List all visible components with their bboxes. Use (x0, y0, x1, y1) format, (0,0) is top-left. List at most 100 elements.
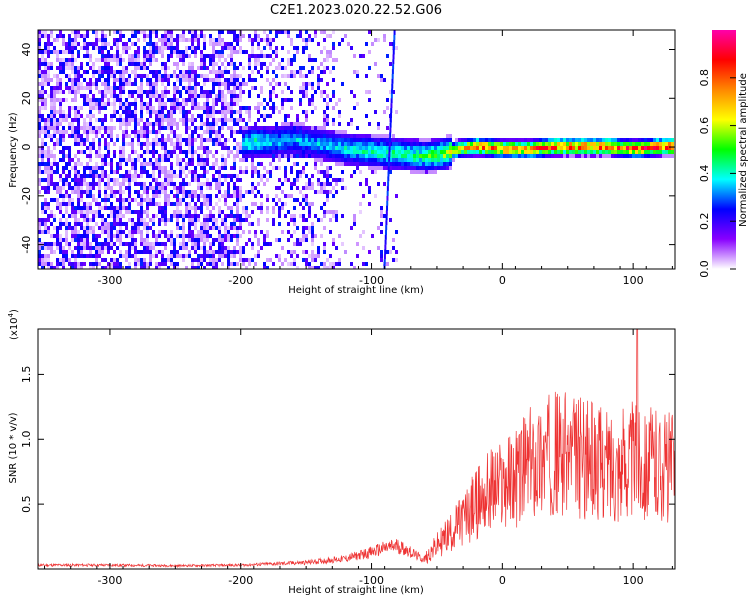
spectrogram-cell (290, 142, 293, 146)
spectrogram-cell (197, 154, 200, 158)
spectrogram-cell (245, 50, 248, 54)
spectrogram-cell (56, 66, 59, 70)
spectrogram-cell (377, 122, 380, 126)
spectrogram-cell (281, 46, 284, 50)
spectrogram-cell (44, 206, 47, 210)
spectrogram-cell (338, 162, 341, 166)
spectrogram-cell (387, 161, 390, 167)
spectrogram-cell (62, 118, 65, 122)
spectrogram-cell (668, 142, 671, 146)
spectrogram-cell (299, 170, 302, 174)
spectrogram-cell (53, 38, 56, 42)
spectrogram-cell (332, 210, 335, 214)
spectrogram-cell (131, 218, 134, 222)
spectrogram-cell (152, 126, 155, 130)
spectrogram-cell (173, 174, 176, 178)
spectrogram-cell (197, 230, 200, 234)
spectrogram-cell (242, 50, 245, 54)
spectrogram-cell (209, 38, 212, 42)
spectrogram-cell (239, 62, 242, 66)
spectrogram-cell (266, 266, 269, 269)
spectrogram-cell (215, 134, 218, 138)
spectrogram-cell (218, 178, 221, 182)
spectrogram-cell (284, 146, 287, 150)
spectrogram-cell (179, 106, 182, 110)
spectrogram-cell (164, 186, 167, 190)
spectrogram-cell (365, 178, 368, 182)
spectrogram-cell (221, 90, 224, 94)
spectrogram-cell (590, 142, 593, 146)
spectrogram-cell (251, 130, 254, 134)
spectrogram-cell (329, 146, 332, 150)
spectrogram-cell (185, 246, 188, 250)
spectrogram-cell (425, 142, 428, 146)
spectrogram-cell (263, 182, 266, 186)
spectrogram-cell (323, 266, 326, 269)
spectrogram-cell (119, 222, 122, 226)
spectrogram-cell (212, 250, 215, 254)
spectrogram-cell (521, 150, 524, 154)
spectrogram-cell (317, 158, 320, 162)
spectrogram-cell (266, 126, 269, 130)
spectrogram-cell (206, 170, 209, 174)
spectrogram-cell (596, 150, 599, 154)
spectrogram-cell (155, 250, 158, 254)
spectrogram-cell (158, 110, 161, 114)
spectrogram-cell (155, 214, 158, 218)
spectrogram-cell (356, 126, 359, 130)
spectrogram-cell (422, 158, 425, 162)
spectrogram-cell (390, 93, 393, 99)
spectrogram-cell (110, 158, 113, 162)
spectrogram-cell (44, 66, 47, 70)
spectrogram-cell (173, 266, 176, 269)
spectrogram-cell (209, 62, 212, 66)
spectrogram-cell (197, 178, 200, 182)
spectrogram-cell (392, 146, 395, 150)
spectrogram-cell (146, 170, 149, 174)
spectrogram-cell (260, 194, 263, 198)
spectrogram-cell (38, 118, 41, 122)
spectrogram-cell (212, 130, 215, 134)
spectrogram-cell (44, 118, 47, 122)
spectrogram-cell (125, 102, 128, 106)
spectrogram-cell (197, 94, 200, 98)
spectrogram-cell (155, 130, 158, 134)
spectrogram-cell (638, 146, 641, 150)
spectrogram-cell (41, 206, 44, 210)
spectrogram-cell (143, 74, 146, 78)
spectrogram-cell (302, 250, 305, 254)
spectrogram-cell (98, 74, 101, 78)
spectrogram-cell (116, 178, 119, 182)
spectrogram-cell (77, 254, 80, 258)
spectrogram-cell (170, 74, 173, 78)
spectrogram-cell (203, 82, 206, 86)
spectrogram-cell (98, 90, 101, 94)
spectrogram-cell (434, 166, 437, 170)
spectrogram-cell (566, 154, 569, 158)
spectrogram-cell (188, 138, 191, 142)
spectrogram-cell (212, 86, 215, 90)
spectrogram-cell (152, 150, 155, 154)
spectrogram-cell (386, 166, 389, 170)
spectrogram-cell (323, 110, 326, 114)
spectrogram-cell (266, 198, 269, 202)
spectrogram-cell (299, 238, 302, 242)
spectrogram-cell (86, 218, 89, 222)
spectrogram-cell (239, 170, 242, 174)
spectrogram-cell (146, 134, 149, 138)
spectrogram-cell (68, 86, 71, 90)
spectrogram-cell (302, 38, 305, 42)
spectrogram-cell (104, 130, 107, 134)
spectrogram-cell (506, 150, 509, 154)
spectrogram-cell (275, 238, 278, 242)
spectrogram-cell (173, 102, 176, 106)
spectrogram-cell (422, 146, 425, 150)
spectrogram-cell (239, 226, 242, 230)
spectrogram-cell (239, 130, 242, 134)
spectrogram-cell (164, 182, 167, 186)
spectrogram-cell (86, 30, 89, 34)
spectrogram-cell (422, 154, 425, 158)
spectrogram-cell (164, 34, 167, 38)
spectrogram-cell (650, 146, 653, 150)
spectrogram-cell (350, 174, 353, 178)
